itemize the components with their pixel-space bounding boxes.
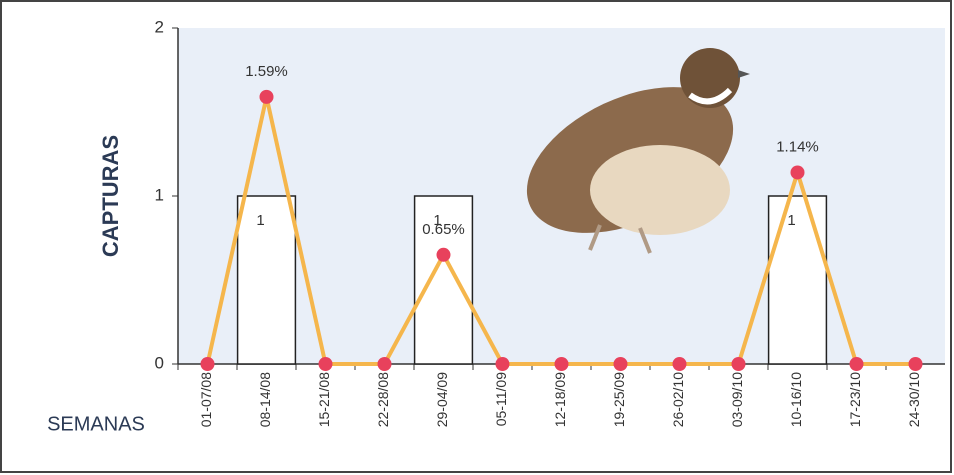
x-tick-label: 01-07/08 [198,372,214,427]
x-tick-label: 26-02/10 [670,372,686,427]
marker [673,357,687,371]
data-label: 1.59% [245,63,288,80]
y-tick-label: 0 [155,353,164,372]
marker [378,357,392,371]
x-tick-label: 22-28/08 [375,372,391,427]
x-tick-label: 24-30/10 [906,372,922,427]
marker [496,357,510,371]
marker [260,90,274,104]
bar-label: 1 [787,212,795,229]
bar-label: 1 [256,212,264,229]
x-tick-label: 05-11/09 [493,372,509,426]
x-tick-label: 03-09/10 [729,372,745,427]
y-axis-label: CAPTURAS [98,135,123,257]
data-label: 0.65% [422,221,465,238]
bar [769,196,827,364]
marker [319,357,333,371]
marker [909,357,923,371]
y-tick-label: 1 [155,185,164,204]
marker [614,357,628,371]
page: CAPTURAS SEMANAS 0 1 2 01-07/08 08-14/08 15-2… [0,0,954,475]
marker [437,248,451,262]
x-tick-label: 08-14/08 [257,372,273,427]
chart: CAPTURAS SEMANAS 0 1 2 01-07/08 08-14/08 15-2… [0,0,954,475]
x-tick-label: 19-25/09 [611,372,627,427]
x-tick-label: 17-23/10 [847,372,863,427]
y-tick-label: 2 [155,17,164,36]
marker [732,357,746,371]
marker [201,357,215,371]
marker [555,357,569,371]
marker [791,165,805,179]
data-label: 1.14% [776,138,819,155]
x-tick-label: 12-18/09 [552,372,568,427]
x-tick-label: 10-16/10 [788,372,804,427]
marker [850,357,864,371]
x-tick-label: 15-21/08 [316,372,332,427]
bar [238,196,296,364]
x-tick-label: 29-04/09 [434,372,450,427]
x-axis-label: SEMANAS [47,413,145,435]
